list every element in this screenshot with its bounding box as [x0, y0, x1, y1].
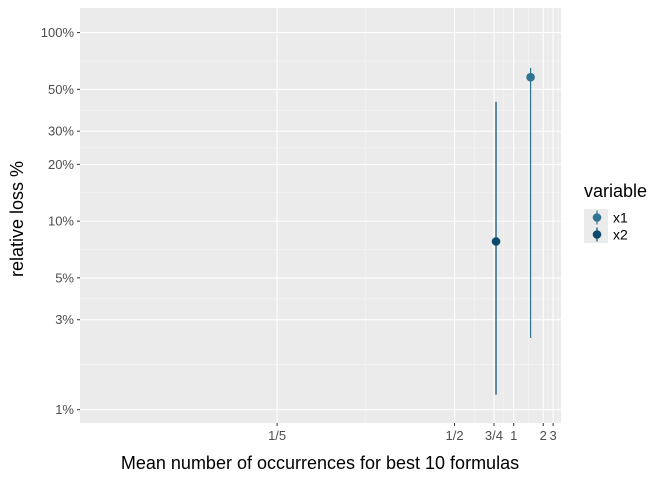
x-tick-label: 3	[549, 428, 556, 443]
x-axis-title: Mean number of occurrences for best 10 f…	[121, 453, 519, 473]
legend-key-point-x2	[592, 230, 602, 239]
y-tick-label: 100%	[41, 25, 75, 40]
data-point-x2	[491, 237, 501, 246]
legend-title: variable	[584, 181, 647, 201]
y-tick-label: 10%	[48, 214, 74, 229]
plot-panel	[80, 8, 561, 423]
x-tick-label: 1/2	[446, 428, 464, 443]
y-tick-label: 50%	[48, 82, 74, 97]
y-tick-label: 5%	[55, 270, 74, 285]
x-axis-ticks: 1/5 1/2 3/4 1 2 3	[268, 423, 557, 443]
x-tick-label: 2	[540, 428, 547, 443]
x-tick-label: 1/5	[268, 428, 286, 443]
y-tick-label: 30%	[48, 124, 74, 139]
x-tick-label: 3/4	[485, 428, 503, 443]
x-tick-label: 1	[510, 428, 517, 443]
legend-label-x1: x1	[613, 210, 628, 226]
y-axis-title: relative loss %	[7, 161, 27, 277]
major-gridlines	[80, 8, 561, 423]
legend-label-x2: x2	[613, 227, 628, 243]
y-tick-label: 20%	[48, 157, 74, 172]
y-tick-label: 3%	[55, 312, 74, 327]
legend-key-point-x1	[592, 213, 602, 222]
data-marks	[491, 67, 535, 395]
data-point-x1	[526, 72, 535, 82]
y-axis-ticks: 1% 3% 5% 10% 20% 30% 50% 100%	[41, 25, 80, 417]
y-tick-label: 1%	[55, 402, 74, 417]
